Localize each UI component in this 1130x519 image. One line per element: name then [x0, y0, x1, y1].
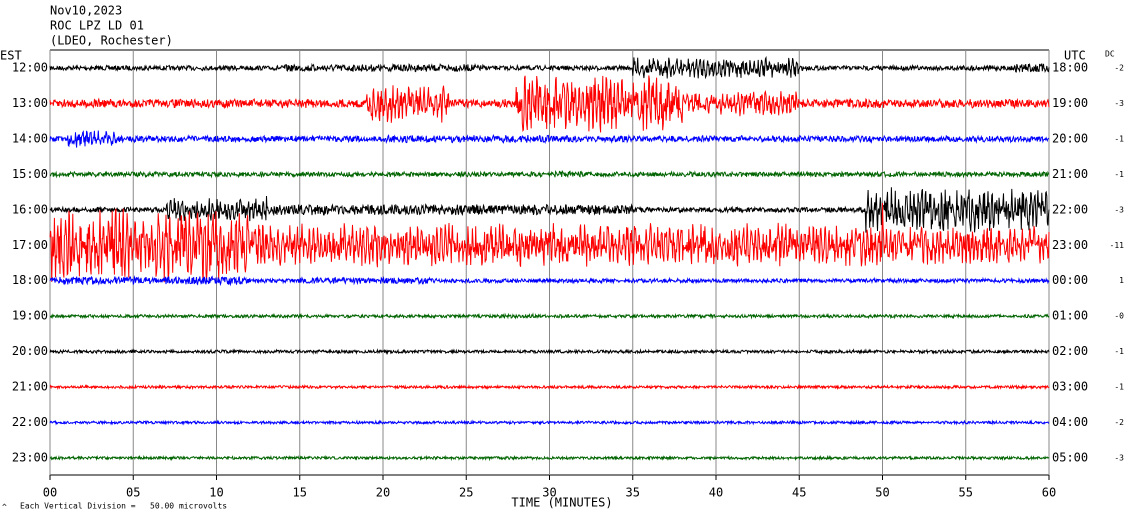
x-tick-label: 40: [709, 486, 723, 500]
x-tick-label: 10: [209, 486, 223, 500]
trace: [49, 202, 1050, 283]
dc-value: -3: [1114, 453, 1124, 462]
trace: [49, 130, 1050, 148]
trace: [49, 383, 1050, 391]
dc-value: 1: [1119, 276, 1124, 285]
dc-title: DC: [1105, 50, 1115, 59]
utc-label: 02:00: [1052, 344, 1088, 358]
x-axis-title: TIME (MINUTES): [511, 496, 612, 510]
header-line: Nov10,2023: [50, 4, 122, 18]
footnote-icon: ^: [2, 503, 7, 512]
dc-value: -1: [1114, 347, 1124, 356]
header-line: ROC LPZ LD 01: [50, 19, 144, 33]
est-label: 17:00: [12, 238, 48, 252]
trace: [49, 75, 1050, 133]
est-label: 16:00: [12, 202, 48, 216]
dc-value: -3: [1114, 205, 1124, 214]
utc-label: 23:00: [1052, 238, 1088, 252]
utc-label: 03:00: [1052, 380, 1088, 394]
utc-label: 19:00: [1052, 96, 1088, 110]
dc-value: -1: [1114, 134, 1124, 143]
trace: [49, 55, 1050, 80]
x-tick-label: 50: [875, 486, 889, 500]
header-line: (LDEO, Rochester): [50, 34, 173, 48]
trace: [50, 312, 1050, 320]
utc-label: 21:00: [1052, 167, 1088, 181]
est-label: 23:00: [12, 450, 48, 464]
trace: [49, 275, 1050, 287]
x-tick-label: 60: [1042, 486, 1056, 500]
est-label: 14:00: [12, 131, 48, 145]
utc-label: 18:00: [1052, 61, 1088, 75]
x-tick-label: 20: [376, 486, 390, 500]
est-label: 13:00: [12, 96, 48, 110]
utc-label: 04:00: [1052, 415, 1088, 429]
trace: [49, 169, 1050, 179]
utc-label: 05:00: [1052, 450, 1088, 464]
utc-label: 01:00: [1052, 309, 1088, 323]
x-tick-label: 35: [626, 486, 640, 500]
x-tick-label: 25: [459, 486, 473, 500]
utc-label: 00:00: [1052, 273, 1088, 287]
x-tick-label: 05: [126, 486, 140, 500]
utc-label: 22:00: [1052, 202, 1088, 216]
dc-value: -3: [1114, 99, 1124, 108]
dc-value: -11: [1110, 241, 1125, 250]
dc-value: -1: [1114, 170, 1124, 179]
left-axis-title: EST: [0, 49, 22, 63]
dc-value: -1: [1114, 383, 1124, 392]
dc-value: -2: [1114, 418, 1124, 427]
trace: [49, 348, 1050, 356]
est-label: 19:00: [12, 309, 48, 323]
est-label: 20:00: [12, 344, 48, 358]
dc-value: -2: [1114, 64, 1124, 73]
x-tick-label: 55: [959, 486, 973, 500]
utc-label: 20:00: [1052, 131, 1088, 145]
est-label: 18:00: [12, 273, 48, 287]
x-tick-label: 45: [792, 486, 806, 500]
est-label: 15:00: [12, 167, 48, 181]
footnote: Each Vertical Division = 50.00 microvolt…: [20, 502, 227, 511]
x-tick-label: 15: [293, 486, 307, 500]
est-label: 12:00: [12, 61, 48, 75]
x-tick-label: 30: [542, 486, 556, 500]
dc-value: -0: [1114, 312, 1124, 321]
trace: [49, 419, 1050, 426]
right-axis-title: UTC: [1064, 49, 1086, 63]
est-label: 21:00: [12, 380, 48, 394]
est-label: 22:00: [12, 415, 48, 429]
x-tick-label: 00: [43, 486, 57, 500]
trace: [49, 454, 1050, 462]
